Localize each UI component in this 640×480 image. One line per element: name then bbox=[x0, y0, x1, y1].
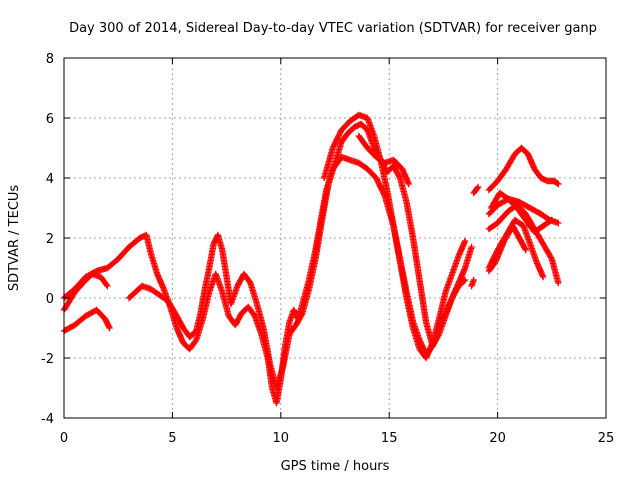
series-track-5 bbox=[320, 111, 469, 362]
series-track-1 bbox=[60, 306, 113, 335]
y-tick-label: 2 bbox=[46, 232, 54, 247]
x-tick-label: 5 bbox=[168, 431, 176, 446]
y-tick-labels: -4 -2 0 2 4 6 8 bbox=[41, 52, 54, 427]
data-point bbox=[461, 237, 469, 245]
data-point bbox=[250, 311, 258, 318]
x-tick-label: 10 bbox=[273, 431, 290, 446]
data-point bbox=[554, 180, 561, 187]
series-track-14 bbox=[485, 222, 529, 275]
axis-ticks bbox=[63, 57, 607, 419]
y-tick-label: 4 bbox=[46, 172, 54, 187]
series-track-8 bbox=[470, 183, 482, 197]
data-point bbox=[192, 338, 199, 345]
data-point bbox=[470, 276, 477, 284]
data-point bbox=[555, 279, 562, 287]
data-point bbox=[555, 219, 562, 227]
data-point bbox=[460, 277, 468, 285]
data-points bbox=[60, 111, 562, 407]
chart-title: Day 300 of 2014, Sidereal Day-to-day VTE… bbox=[69, 21, 597, 36]
data-point bbox=[104, 282, 111, 290]
y-tick-label: -2 bbox=[41, 352, 54, 367]
y-tick-label: 6 bbox=[46, 112, 54, 127]
x-tick-label: 15 bbox=[381, 431, 398, 446]
data-point bbox=[396, 173, 403, 180]
y-tick-label: 0 bbox=[46, 292, 54, 307]
x-tick-label: 25 bbox=[598, 431, 615, 446]
data-point bbox=[539, 273, 547, 281]
data-point bbox=[555, 180, 562, 188]
series-track-4 bbox=[125, 120, 469, 392]
data-point bbox=[521, 245, 529, 252]
data-point bbox=[106, 324, 113, 332]
data-point bbox=[547, 217, 554, 225]
y-axis-label: SDTVAR / TECUs bbox=[7, 185, 22, 292]
data-point bbox=[474, 183, 482, 191]
series-track-9 bbox=[485, 144, 562, 194]
x-tick-labels: 0 5 10 15 20 25 bbox=[60, 431, 614, 446]
data-point bbox=[246, 278, 253, 285]
data-point bbox=[405, 180, 412, 188]
x-tick-label: 0 bbox=[60, 431, 68, 446]
series-track-13 bbox=[487, 189, 555, 236]
series-track-7 bbox=[468, 276, 477, 290]
y-tick-label: -4 bbox=[41, 412, 54, 427]
data-point bbox=[522, 246, 529, 254]
series-track-6 bbox=[355, 132, 412, 188]
data-point bbox=[474, 185, 481, 192]
data-point bbox=[103, 281, 110, 288]
x-tick-label: 20 bbox=[489, 431, 506, 446]
x-axis-label: GPS time / hours bbox=[281, 459, 390, 474]
data-point bbox=[547, 254, 555, 261]
data-point bbox=[548, 216, 555, 224]
data-point bbox=[298, 311, 305, 318]
data-point bbox=[468, 243, 475, 251]
data-point bbox=[461, 276, 469, 284]
grid bbox=[64, 58, 606, 418]
series-track-3 bbox=[60, 153, 475, 407]
y-tick-label: 8 bbox=[46, 52, 54, 67]
